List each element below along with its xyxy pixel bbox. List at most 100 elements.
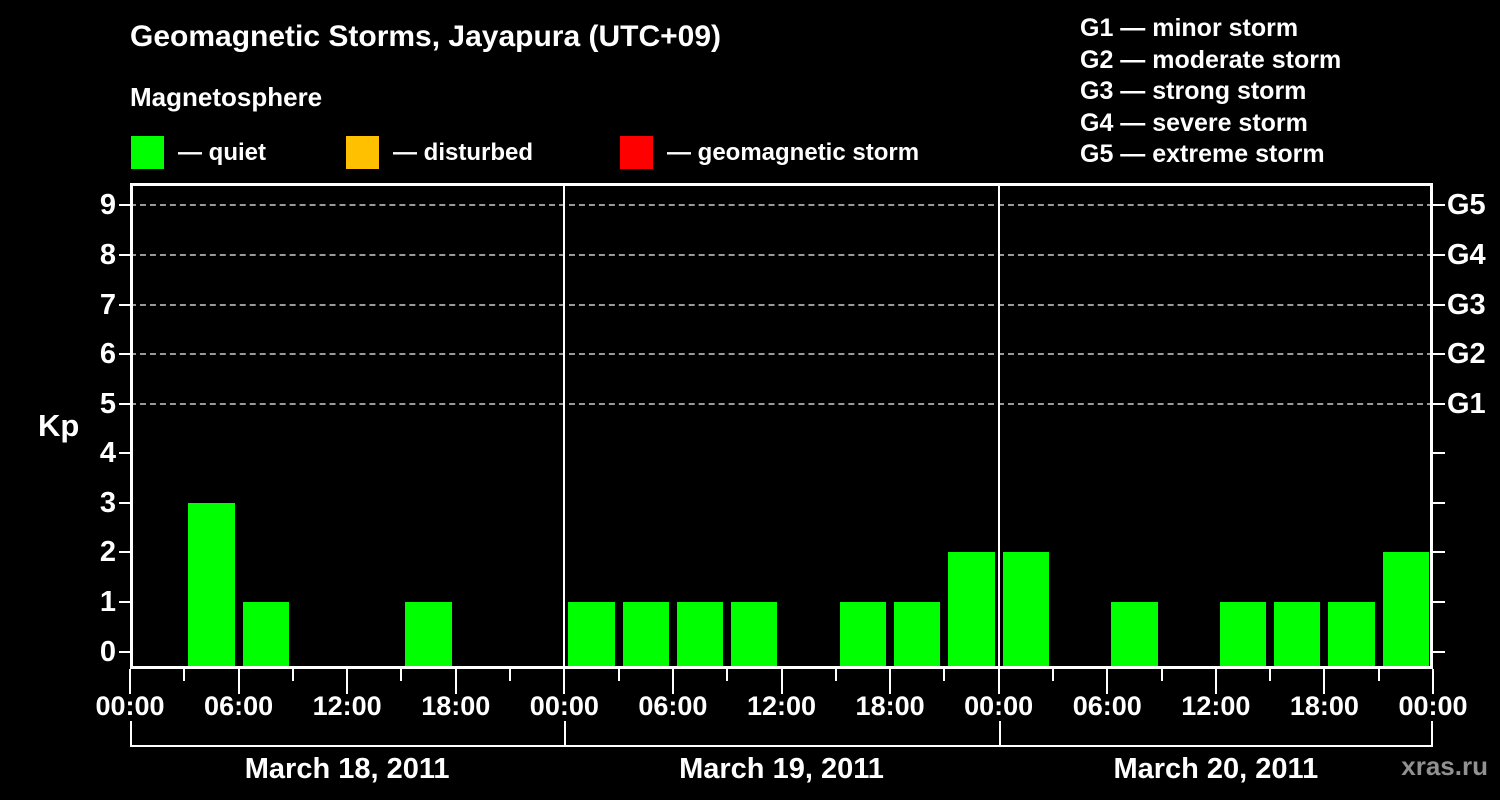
y-axis-tick-right	[1433, 501, 1445, 504]
x-axis-tick-major	[889, 669, 892, 694]
plot-area: 0 1 2 3 4 5 6 7 8 9 G1 G2 G3 G4 G5 Kp 00:00 06:00 12:00 18:…	[38, 183, 1486, 785]
x-axis-tick-major	[129, 669, 131, 694]
x-axis-tick-major	[563, 669, 566, 694]
day-divider	[563, 183, 566, 669]
gridline-kp-5	[130, 402, 1433, 405]
x-axis-time-label: 12:00	[1181, 691, 1251, 721]
right-axis-label-g3: G3	[1447, 288, 1486, 321]
right-axis-label-g2: G2	[1447, 338, 1486, 371]
chart-title: Geomagnetic Storms, Jayapura (UTC+09)	[130, 20, 722, 53]
x-axis-tick-major	[1323, 669, 1326, 694]
y-axis-tick-left	[119, 452, 130, 455]
x-axis-time-label: 00:00	[964, 691, 1034, 721]
legend-item-geomagnetic-storm: — geomagnetic storm	[620, 136, 950, 169]
g-scale-legend: G1 — minor storm G2 — moderate storm G3 — …	[1080, 13, 1341, 171]
y-axis-label-7: 7	[99, 288, 116, 321]
kp-bar	[1111, 602, 1158, 669]
right-axis-label-g1: G1	[1447, 387, 1486, 420]
y-axis-tick-right	[1433, 303, 1445, 306]
y-axis-tick-right	[1433, 551, 1445, 554]
y-axis-tick-left	[119, 650, 130, 653]
x-axis-time-label: 06:00	[204, 691, 274, 721]
plot-border-bottom	[130, 666, 1433, 669]
x-axis-tick-major	[1214, 669, 1217, 694]
day-divider	[997, 183, 1000, 669]
kp-bar	[894, 602, 941, 669]
legend-label-geomagnetic-storm: — geomagnetic storm	[667, 139, 920, 166]
x-axis-tick-minor	[1051, 669, 1054, 681]
gridline-kp-7	[130, 303, 1433, 306]
x-axis-tick-minor	[726, 669, 729, 681]
date-bracket-line	[130, 745, 1433, 747]
y-axis-label-3: 3	[99, 486, 116, 519]
g-legend-line-3: G3 — strong storm	[1080, 77, 1307, 106]
kp-bar	[1274, 602, 1321, 669]
x-axis-tick-major	[671, 669, 674, 694]
y-axis-label-0: 0	[99, 635, 116, 668]
date-label: March 18, 2011	[244, 753, 450, 785]
plot-border-top	[130, 183, 1433, 186]
x-axis-tick-major	[237, 669, 240, 694]
gridline-kp-9	[130, 204, 1433, 207]
x-axis-tick-major	[1432, 669, 1434, 694]
date-label: March 19, 2011	[679, 753, 884, 785]
x-axis-time-label: 00:00	[1398, 691, 1468, 721]
kp-bar	[948, 552, 995, 669]
x-axis-tick-minor	[183, 669, 186, 681]
y-axis-tick-left	[119, 501, 130, 504]
g-legend-line-2: G2 — moderate storm	[1080, 45, 1342, 74]
watermark: xras.ru	[1401, 751, 1488, 781]
y-axis-tick-right	[1433, 452, 1445, 455]
x-axis-tick-major	[1106, 669, 1109, 694]
y-axis-tick-right	[1433, 353, 1445, 356]
x-axis-tick-minor	[1269, 669, 1272, 681]
x-axis-time-label: 00:00	[95, 691, 165, 721]
date-label: March 20, 2011	[1113, 753, 1319, 785]
x-axis-tick-major	[346, 669, 349, 694]
x-axis-time-label: 06:00	[638, 691, 708, 721]
y-axis-title: Kp	[38, 408, 80, 444]
kp-bar	[839, 602, 887, 669]
x-axis-time-label: 12:00	[746, 691, 817, 721]
y-axis-tick-left	[119, 402, 130, 405]
right-axis-label-g5: G5	[1447, 189, 1486, 222]
x-axis-tick-minor	[617, 669, 620, 681]
y-axis-tick-right	[1433, 650, 1445, 653]
geomagnetic-storm-swatch-icon	[620, 136, 653, 169]
y-axis-tick-right	[1433, 402, 1445, 405]
x-axis-tick-minor	[509, 669, 512, 681]
g-legend-line-5: G5 — extreme storm	[1080, 140, 1325, 169]
y-axis-tick-right	[1433, 204, 1445, 207]
y-axis-label-6: 6	[99, 338, 116, 371]
x-axis-tick-major	[997, 669, 1000, 694]
y-axis-label-9: 9	[99, 189, 116, 222]
y-axis-tick-left	[119, 253, 130, 256]
y-axis-label-8: 8	[99, 238, 116, 271]
y-axis-tick-right	[1433, 253, 1445, 256]
kp-bar	[1219, 602, 1267, 669]
x-axis-tick-minor	[834, 669, 837, 681]
legend-item-quiet: — quiet	[131, 136, 461, 169]
x-axis-tick-minor	[1160, 669, 1163, 681]
legend-label-quiet: — quiet	[178, 139, 266, 166]
y-axis-label-5: 5	[99, 387, 116, 420]
g-legend-line-1: G1 — minor storm	[1080, 14, 1299, 42]
x-axis-tick-minor	[943, 669, 946, 681]
kp-bar	[242, 602, 289, 669]
x-axis-time-label: 00:00	[529, 691, 599, 721]
disturbed-swatch-icon	[346, 136, 379, 169]
y-axis-tick-left	[119, 303, 130, 306]
x-axis-time-label: 18:00	[421, 691, 491, 721]
g-legend-line-4: G4 — severe storm	[1080, 108, 1308, 137]
x-axis-tick-minor	[1377, 669, 1380, 681]
legend-label-disturbed: — disturbed	[393, 139, 534, 166]
kp-bar	[568, 602, 615, 669]
x-axis-tick-major	[454, 669, 457, 694]
right-axis-label-g4: G4	[1447, 238, 1486, 271]
chart-subtitle: Magnetosphere	[130, 82, 323, 112]
y-axis-label-1: 1	[99, 586, 116, 619]
y-axis-label-4: 4	[99, 437, 116, 470]
x-axis-tick-minor	[291, 669, 294, 681]
x-axis-time-label: 18:00	[855, 691, 925, 721]
